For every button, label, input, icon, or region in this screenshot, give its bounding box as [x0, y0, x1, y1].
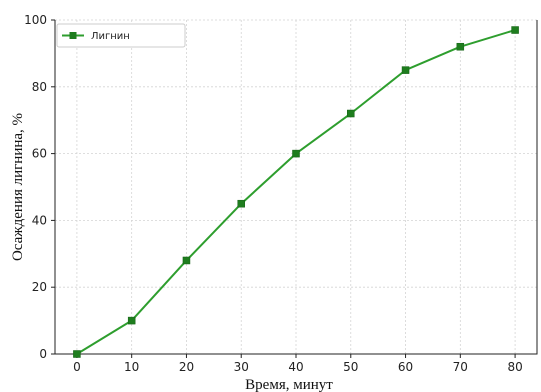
x-tick-label: 10 — [124, 360, 139, 374]
y-tick-label: 40 — [32, 213, 47, 227]
plot-frame — [54, 20, 538, 355]
x-tick-label: 80 — [507, 360, 522, 374]
data-point-marker — [182, 256, 191, 265]
x-axis-title: Время, минут — [245, 377, 333, 392]
legend-box — [56, 23, 186, 48]
y-axis-ticks: 0 20 40 60 80 100 — [24, 13, 55, 361]
x-tick-label: 50 — [343, 360, 358, 374]
x-tick-label: 40 — [288, 360, 303, 374]
legend: Лигнин — [56, 23, 186, 48]
legend-label: Лигнин — [91, 31, 130, 42]
data-point-marker — [73, 350, 81, 358]
axes-frame — [54, 20, 538, 355]
x-tick-label: 0 — [73, 360, 81, 374]
data-point-marker — [401, 66, 410, 74]
data-point-marker — [237, 199, 245, 208]
data-point-marker — [127, 316, 136, 325]
y-tick-label: 100 — [24, 13, 47, 27]
grid — [55, 19, 537, 355]
y-tick-label: 80 — [32, 80, 47, 94]
x-tick-label: 70 — [453, 360, 468, 374]
data-point-marker — [347, 109, 355, 118]
data-point-marker — [511, 26, 519, 34]
data-point-marker — [292, 149, 300, 158]
data-point-marker — [456, 42, 465, 51]
series-layer — [73, 26, 519, 358]
y-tick-label: 60 — [32, 147, 47, 161]
x-tick-label: 60 — [398, 360, 413, 374]
x-tick-label: 20 — [179, 360, 194, 374]
x-axis-ticks: 0 10 20 30 40 50 60 70 80 — [73, 354, 523, 374]
x-tick-label: 30 — [234, 360, 249, 374]
y-tick-label: 0 — [39, 347, 47, 361]
legend-marker-swatch — [69, 32, 77, 39]
y-axis-title: Осаждения лигнина, % — [10, 113, 26, 261]
y-tick-label: 20 — [32, 280, 47, 294]
